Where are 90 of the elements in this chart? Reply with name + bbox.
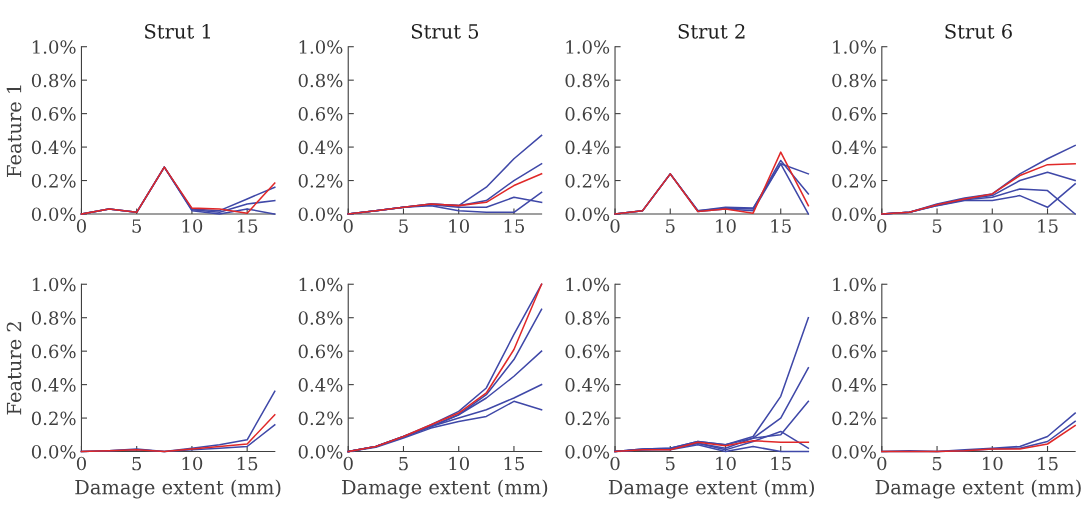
y-tick-label: 0.2% bbox=[298, 411, 343, 426]
x-tick-label: 5 bbox=[932, 219, 942, 233]
y-tick-label: 0.4% bbox=[298, 140, 343, 155]
y-tick-label: 0.8% bbox=[298, 73, 343, 88]
y-tick-label: 1.0% bbox=[833, 40, 876, 54]
x-tick-label: 15 bbox=[504, 219, 525, 233]
x-tick-label: 15 bbox=[237, 456, 258, 471]
y-tick-label: 0.2% bbox=[832, 411, 876, 426]
x-tick-label: 15 bbox=[504, 456, 525, 471]
x-tick-label: 5 bbox=[932, 456, 942, 471]
x-tick-label: 10 bbox=[716, 456, 736, 471]
y-tick-label: 1.0% bbox=[566, 277, 610, 292]
y-tick-label: 0.0% bbox=[565, 444, 610, 459]
y-tick-label: 0.0% bbox=[298, 207, 343, 222]
y-tick-label: 0.0% bbox=[31, 444, 76, 459]
x-tick-label: 10 bbox=[716, 219, 736, 233]
chart-title: Strut 5 bbox=[411, 23, 479, 39]
y-tick-label: 0.4% bbox=[298, 378, 343, 392]
y-tick-label: 0.8% bbox=[31, 73, 76, 88]
y-tick-label: 0.2% bbox=[565, 173, 610, 188]
y-tick-label: 0.0% bbox=[31, 207, 76, 222]
x-tick-label: 0 bbox=[76, 456, 86, 471]
y-tick-label: 0.2% bbox=[31, 411, 76, 426]
x-axis-title: Damage extent (mm) bbox=[75, 479, 281, 499]
x-tick-label: 5 bbox=[666, 219, 675, 233]
x-tick-label: 15 bbox=[1038, 456, 1058, 471]
y-tick-label: 0.6% bbox=[298, 107, 343, 121]
x-tick-label: 5 bbox=[399, 219, 408, 233]
y-tick-label: 0.6% bbox=[832, 344, 876, 359]
x-tick-label: 5 bbox=[132, 219, 142, 233]
y-tick-label: 0.0% bbox=[832, 207, 876, 222]
y-tick-label: 0.8% bbox=[31, 311, 76, 325]
y-axis-title: Feature 2 bbox=[6, 322, 22, 415]
y-tick-label: 0.6% bbox=[298, 344, 343, 359]
y-tick-label: 0.4% bbox=[832, 140, 876, 155]
y-tick-label: 0.2% bbox=[298, 173, 343, 188]
y-tick-label: 0.0% bbox=[298, 444, 343, 459]
x-tick-label: 0 bbox=[877, 456, 887, 471]
x-tick-label: 10 bbox=[983, 219, 1003, 233]
y-tick-label: 1.0% bbox=[566, 40, 610, 54]
y-tick-label: 0.2% bbox=[565, 411, 610, 426]
x-tick-label: 0 bbox=[76, 219, 86, 233]
x-tick-label: 15 bbox=[771, 219, 791, 233]
x-tick-label: 0 bbox=[343, 219, 353, 233]
x-tick-label: 10 bbox=[449, 219, 469, 233]
x-tick-label: 10 bbox=[983, 456, 1003, 471]
x-axis-title: Damage extent (mm) bbox=[875, 479, 1081, 499]
y-tick-label: 0.4% bbox=[565, 140, 610, 155]
y-tick-label: 0.4% bbox=[31, 378, 76, 392]
x-tick-label: 10 bbox=[182, 219, 203, 233]
x-tick-label: 10 bbox=[449, 456, 469, 471]
x-tick-label: 0 bbox=[610, 219, 620, 233]
x-tick-label: 5 bbox=[132, 456, 142, 471]
y-tick-label: 0.6% bbox=[565, 107, 610, 121]
chart-title: Strut 2 bbox=[678, 23, 745, 39]
y-tick-label: 0.4% bbox=[565, 378, 610, 392]
y-tick-label: 1.0% bbox=[32, 40, 76, 54]
x-tick-label: 15 bbox=[771, 456, 791, 471]
x-tick-label: 15 bbox=[237, 219, 258, 233]
x-tick-label: 0 bbox=[343, 456, 353, 471]
y-tick-label: 1.0% bbox=[299, 40, 343, 54]
y-tick-label: 1.0% bbox=[299, 277, 343, 292]
y-tick-label: 1.0% bbox=[32, 277, 76, 292]
y-tick-label: 0.4% bbox=[832, 378, 876, 392]
y-tick-label: 0.6% bbox=[31, 344, 76, 359]
y-tick-label: 0.6% bbox=[565, 344, 610, 359]
y-tick-label: 0.6% bbox=[31, 107, 76, 121]
y-tick-label: 0.8% bbox=[565, 73, 610, 88]
y-tick-label: 0.8% bbox=[832, 311, 876, 325]
y-tick-label: 1.0% bbox=[833, 277, 876, 292]
y-tick-label: 0.0% bbox=[832, 444, 876, 459]
y-tick-label: 0.4% bbox=[31, 140, 76, 155]
chart-title: Strut 1 bbox=[145, 23, 211, 39]
x-axis-title: Damage extent (mm) bbox=[608, 479, 814, 499]
x-tick-label: 0 bbox=[610, 456, 620, 471]
x-tick-label: 15 bbox=[1038, 219, 1058, 233]
y-tick-label: 0.8% bbox=[565, 311, 610, 325]
y-tick-label: 0.8% bbox=[298, 311, 343, 325]
x-tick-label: 5 bbox=[666, 456, 675, 471]
y-tick-label: 0.0% bbox=[565, 207, 610, 222]
x-tick-label: 5 bbox=[399, 456, 408, 471]
chart-title: Strut 6 bbox=[945, 23, 1012, 39]
y-axis-title: Feature 1 bbox=[6, 85, 22, 177]
y-tick-label: 0.8% bbox=[832, 73, 876, 88]
y-tick-label: 0.6% bbox=[832, 107, 876, 121]
y-tick-label: 0.2% bbox=[31, 173, 76, 188]
y-tick-label: 0.2% bbox=[832, 173, 876, 188]
x-tick-label: 10 bbox=[182, 456, 203, 471]
x-axis-title: Damage extent (mm) bbox=[342, 479, 548, 499]
x-tick-label: 0 bbox=[877, 219, 887, 233]
